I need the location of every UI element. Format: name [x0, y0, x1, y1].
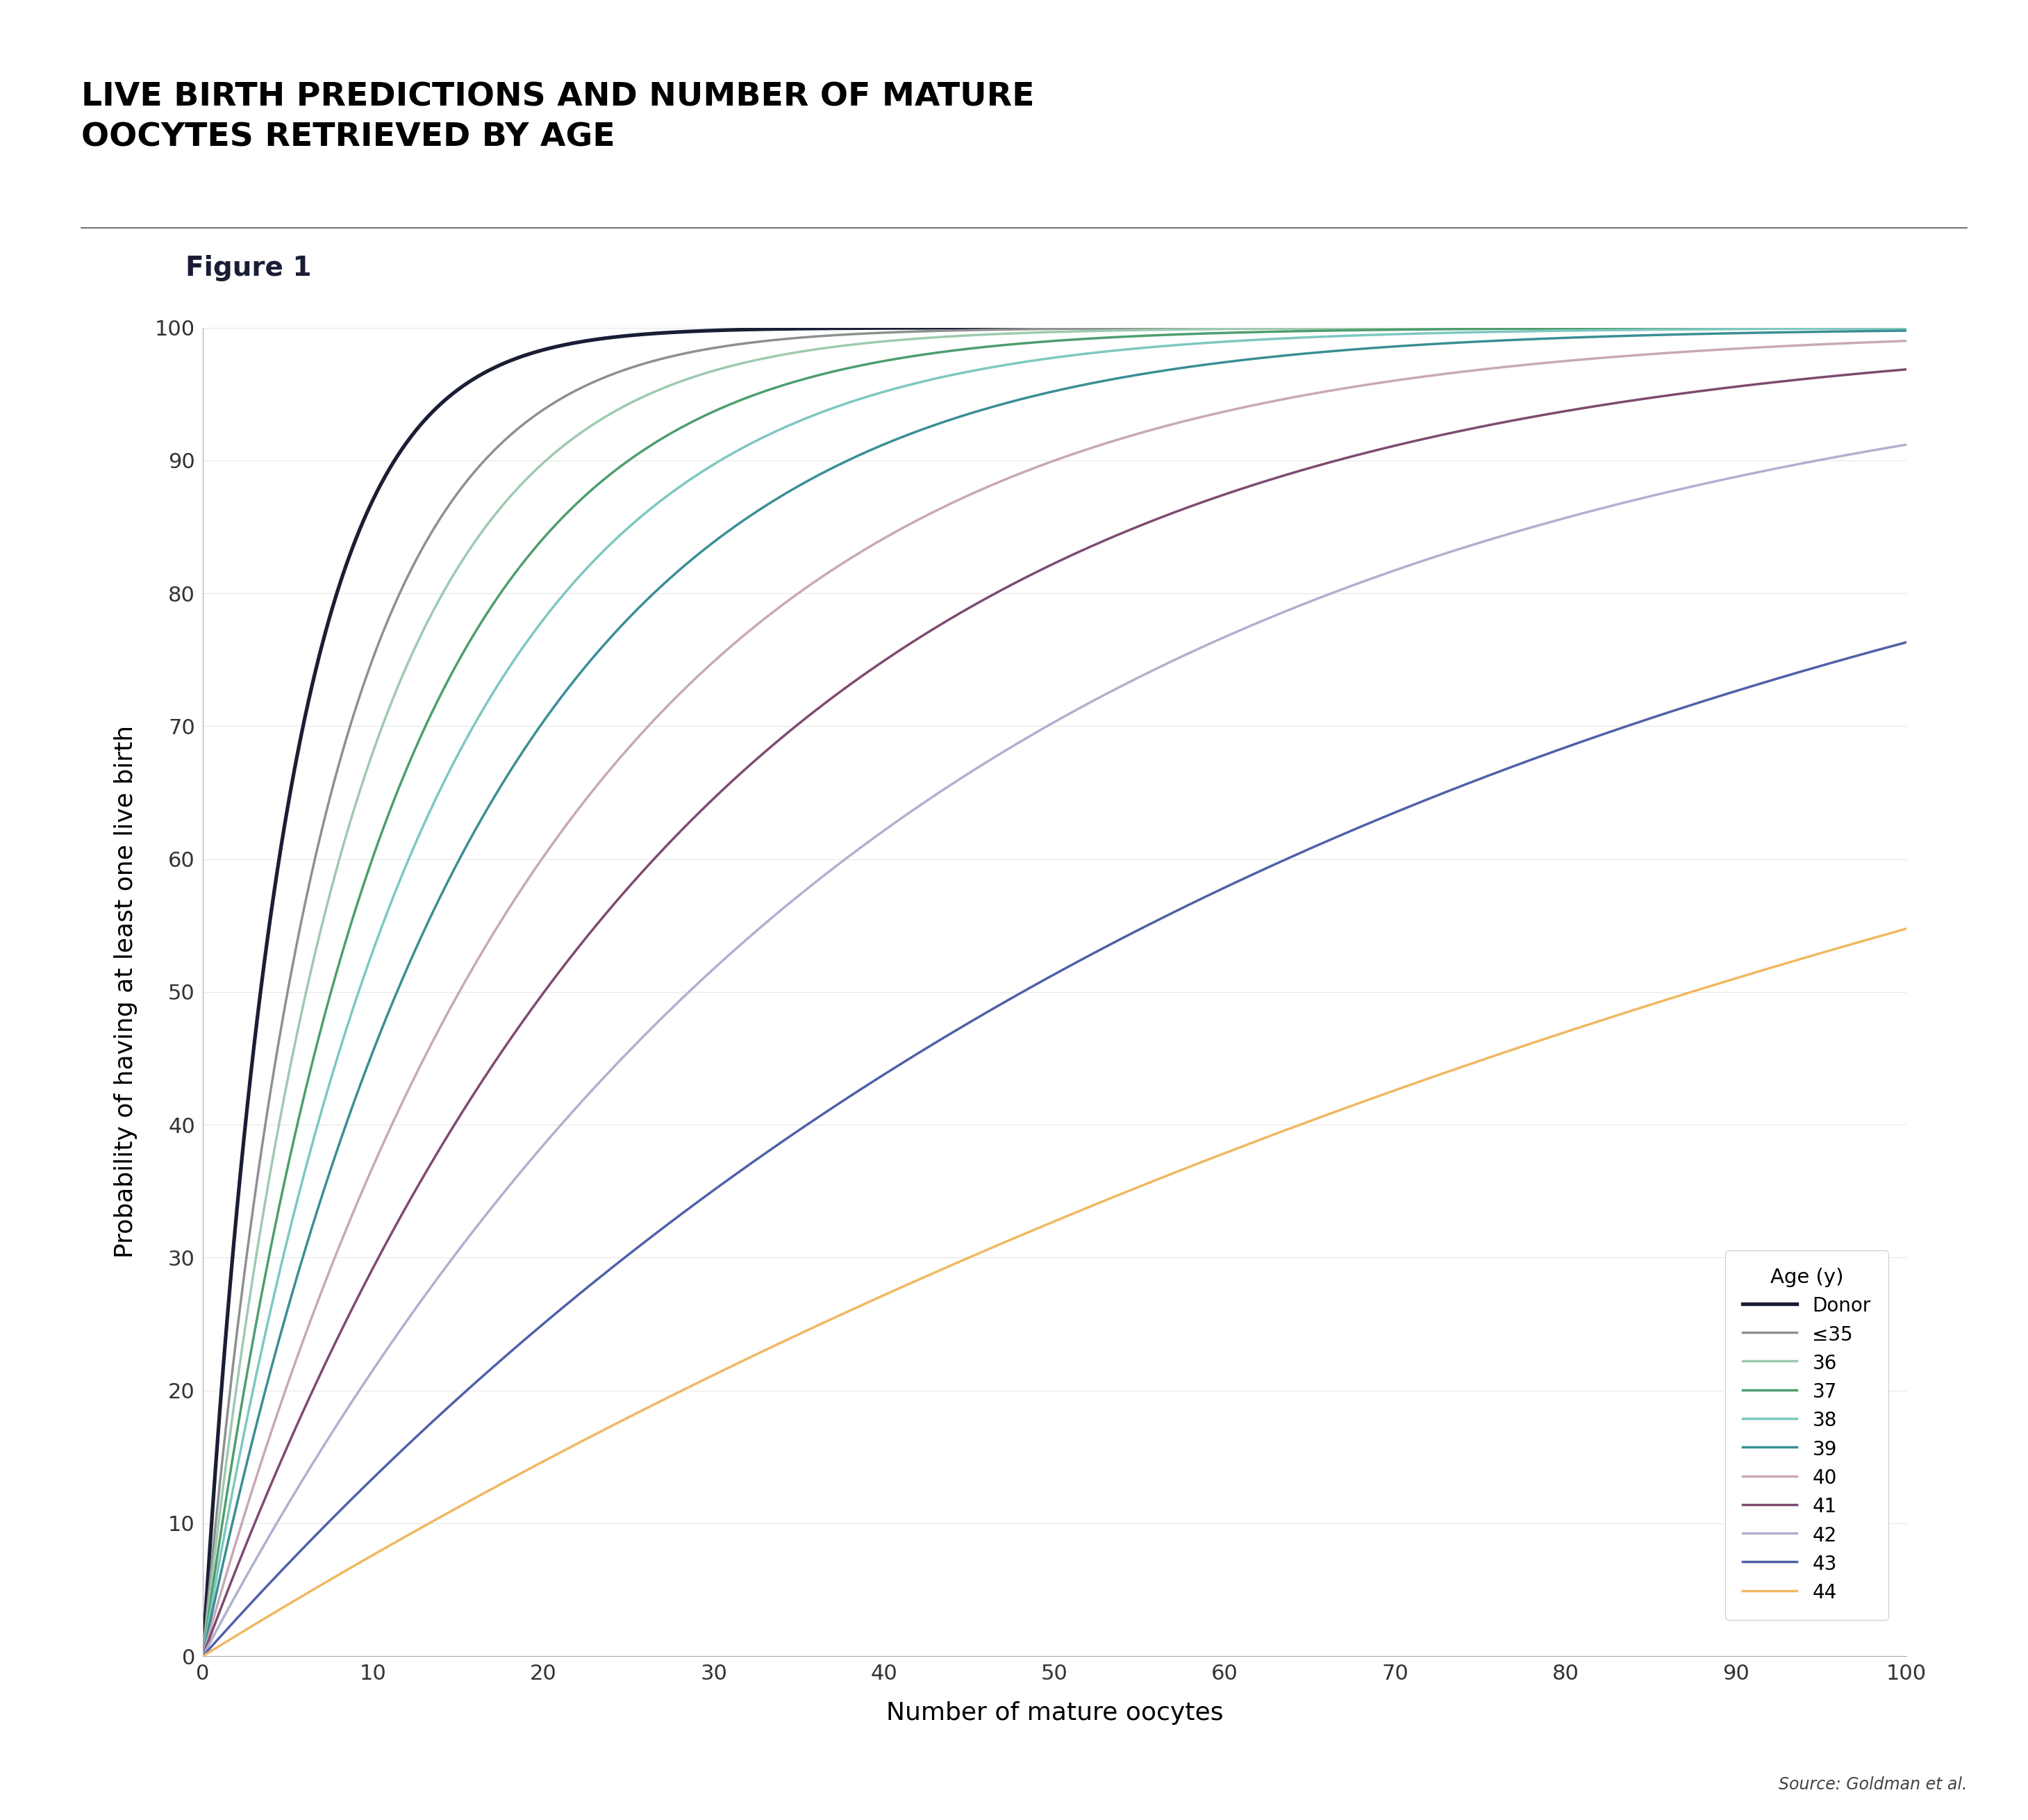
Text: LIVE BIRTH PREDICTIONS AND NUMBER OF MATURE
OOCYTES RETRIEVED BY AGE: LIVE BIRTH PREDICTIONS AND NUMBER OF MAT…: [81, 82, 1034, 153]
X-axis label: Number of mature oocytes: Number of mature oocytes: [886, 1702, 1223, 1725]
Text: Figure 1: Figure 1: [187, 255, 312, 280]
Text: Source: Goldman et al.: Source: Goldman et al.: [1779, 1776, 1967, 1793]
Y-axis label: Probability of having at least one live birth: Probability of having at least one live …: [114, 726, 138, 1258]
Legend: Donor, ≤35, 36, 37, 38, 39, 40, 41, 42, 43, 44: Donor, ≤35, 36, 37, 38, 39, 40, 41, 42, …: [1726, 1250, 1888, 1620]
